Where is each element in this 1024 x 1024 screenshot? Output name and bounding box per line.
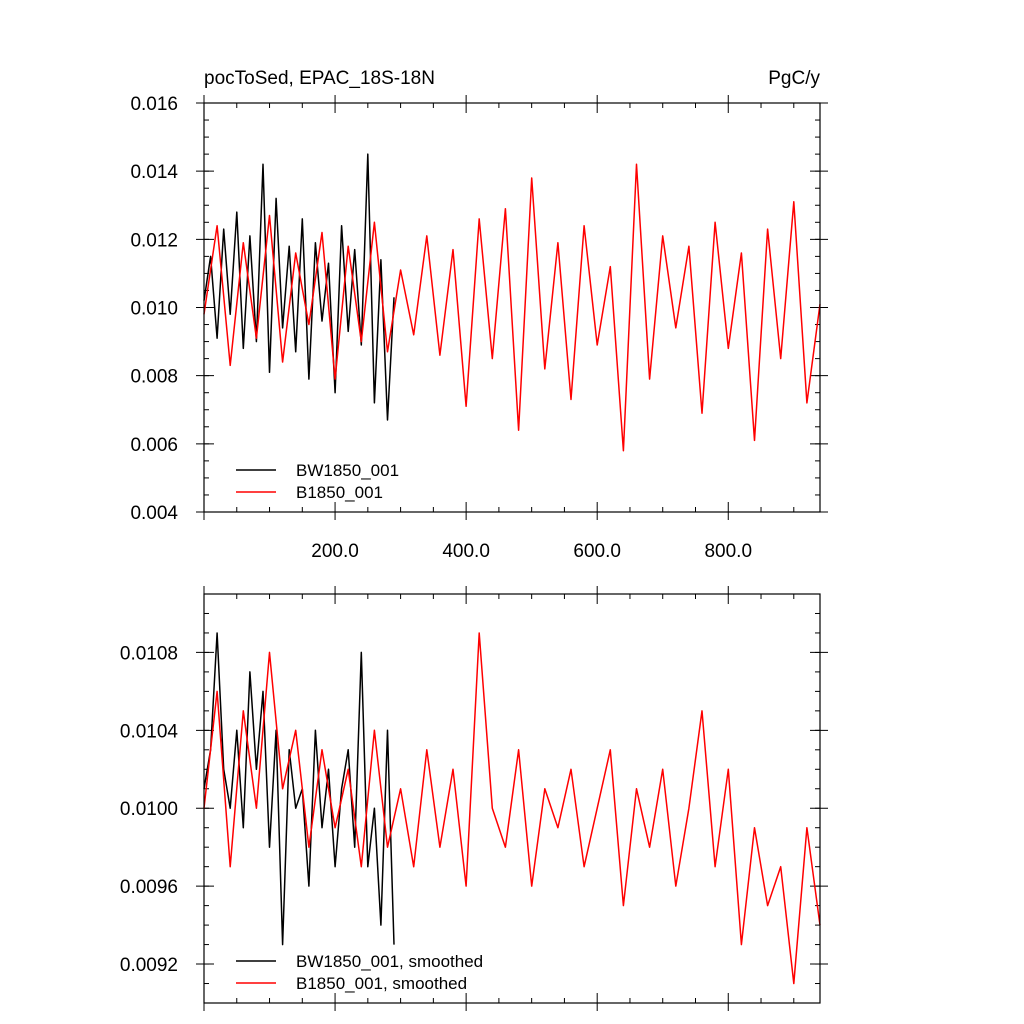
- top-series-layer: [203, 153, 821, 452]
- legend-label-b1850: B1850_001: [296, 483, 383, 502]
- top-panel: pocToSed, EPAC_18S-18N PgC/y 0.0040.0060…: [130, 68, 828, 562]
- bottom-y-tick-label: 0.0108: [120, 643, 178, 664]
- legend-label-bw1850-smoothed: BW1850_001, smoothed: [296, 952, 483, 971]
- top-panel-units: PgC/y: [768, 68, 820, 89]
- top-y-tick-label: 0.012: [130, 230, 178, 251]
- top-y-tick-label: 0.014: [130, 162, 178, 183]
- bottom-legend: BW1850_001, smoothed B1850_001, smoothed: [236, 952, 483, 993]
- top-tick-labels: 0.004 0.006 0.008 0.010 0.012 0.014 0.016 200.0…: [130, 94, 752, 562]
- top-plot-frame: [203, 102, 821, 513]
- top-y-tick-label: 0.016: [130, 94, 178, 115]
- top-x-tick-label: 400.0: [442, 541, 490, 562]
- legend-label-bw1850: BW1850_001: [296, 461, 399, 480]
- bottom-tick-labels: 0.0092 0.0096 0.0100 0.0104 0.0108: [120, 643, 179, 976]
- bottom-series-layer: [203, 632, 821, 985]
- top-x-tick-label: 600.0: [573, 541, 621, 562]
- bottom-y-tick-label: 0.0092: [120, 955, 178, 976]
- top-x-tick-label: 200.0: [311, 541, 359, 562]
- bottom-panel: 0.0092 0.0096 0.0100 0.0104 0.0108 BW1850_00…: [120, 586, 828, 1011]
- top-y-tick-label: 0.008: [130, 367, 178, 388]
- top-panel-title-left: pocToSed, EPAC_18S-18N: [204, 68, 435, 89]
- top-legend: BW1850_001 B1850_001: [236, 461, 399, 502]
- bottom-y-tick-label: 0.0096: [120, 877, 178, 898]
- bottom-series-line-0: [203, 632, 395, 946]
- bottom-y-tick-label: 0.0104: [120, 721, 179, 742]
- bottom-series-line-1: [203, 632, 821, 985]
- bottom-y-tick-label: 0.0100: [120, 799, 178, 820]
- top-y-tick-label: 0.006: [130, 435, 178, 456]
- top-series-line-0: [203, 153, 395, 421]
- top-y-tick-label: 0.010: [130, 299, 178, 320]
- top-y-tick-label: 0.004: [130, 503, 178, 524]
- legend-label-b1850-smoothed: B1850_001, smoothed: [296, 974, 467, 993]
- top-series-line-1: [203, 163, 821, 452]
- top-x-tick-label: 800.0: [704, 541, 752, 562]
- bottom-plot-frame: [203, 593, 821, 1004]
